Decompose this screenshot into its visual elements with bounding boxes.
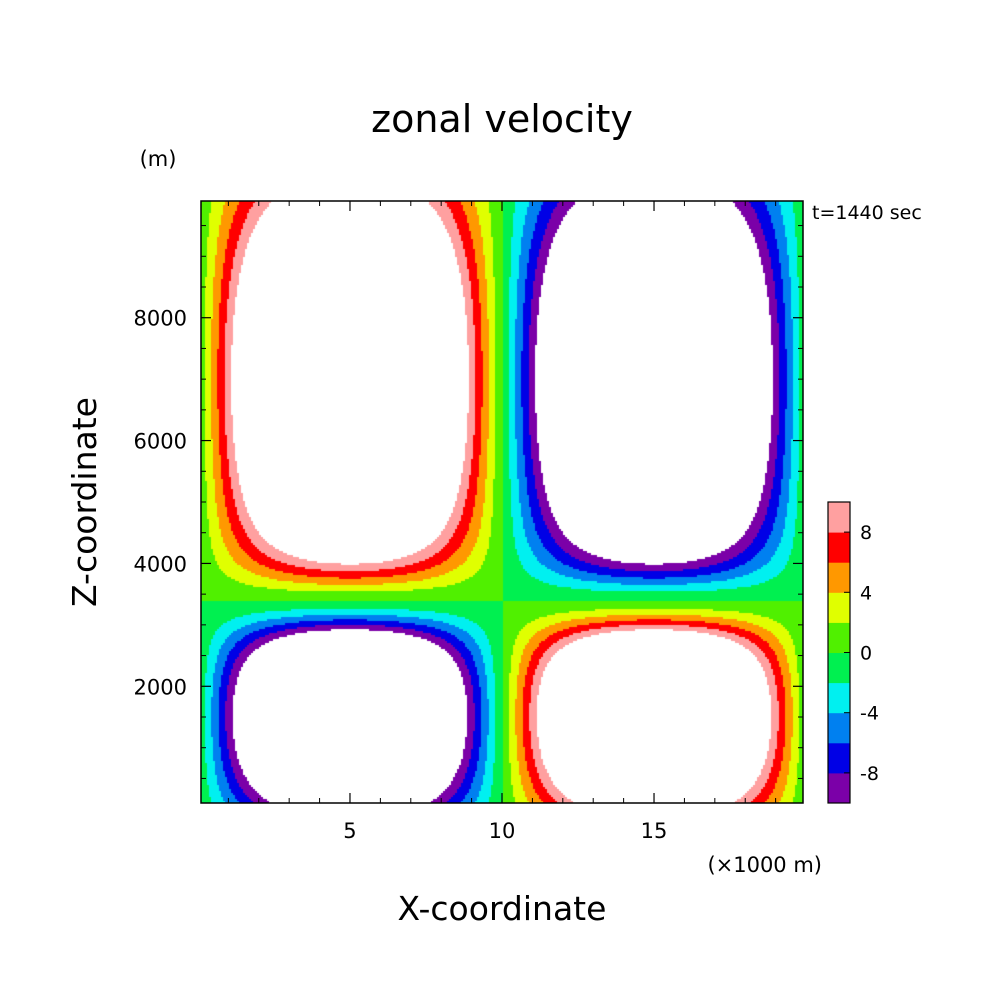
- x-tick-label: 15: [641, 819, 668, 843]
- x-axis-label: X-coordinate: [398, 889, 607, 928]
- colorbar-swatch: [828, 562, 850, 593]
- colorbar-swatch: [828, 532, 850, 563]
- x-axis: 5 10 15: [227, 201, 777, 843]
- colorbar-tick-label: 4: [860, 582, 872, 604]
- chart-title: zonal velocity: [371, 97, 633, 141]
- contour-image: [201, 201, 803, 803]
- colorbar-swatch: [828, 742, 850, 774]
- colorbar-swatch: [828, 502, 850, 533]
- colorbar-tick-label: 0: [860, 643, 872, 665]
- colorbar-swatch: [828, 712, 850, 744]
- y-tick-label: 6000: [134, 430, 187, 454]
- y-axis: 2000 4000 6000 8000: [134, 225, 803, 779]
- x-unit-label: (×1000 m): [707, 853, 822, 877]
- colorbar-swatch: [828, 622, 850, 653]
- y-tick-label: 4000: [134, 552, 187, 576]
- y-unit-label: (m): [140, 147, 177, 171]
- y-tick-label: 8000: [134, 307, 187, 331]
- colorbar-swatch: [828, 592, 850, 623]
- colorbar-tick-label: 8: [860, 522, 872, 544]
- x-tick-label: 5: [343, 819, 356, 843]
- y-axis-label: Z-coordinate: [65, 397, 104, 607]
- y-tick-label: 2000: [134, 675, 187, 699]
- colorbar-swatch: [828, 772, 850, 804]
- colorbar-tick-label: -8: [860, 763, 879, 785]
- time-label: t=1440 sec: [812, 202, 922, 224]
- colorbar-swatch: [828, 682, 850, 714]
- contour-field: [201, 201, 803, 803]
- colorbar: -8 -4 0 4 8: [827, 501, 879, 804]
- colorbar-tick-label: -4: [860, 703, 879, 725]
- x-tick-label: 10: [489, 819, 516, 843]
- colorbar-swatch: [828, 652, 850, 684]
